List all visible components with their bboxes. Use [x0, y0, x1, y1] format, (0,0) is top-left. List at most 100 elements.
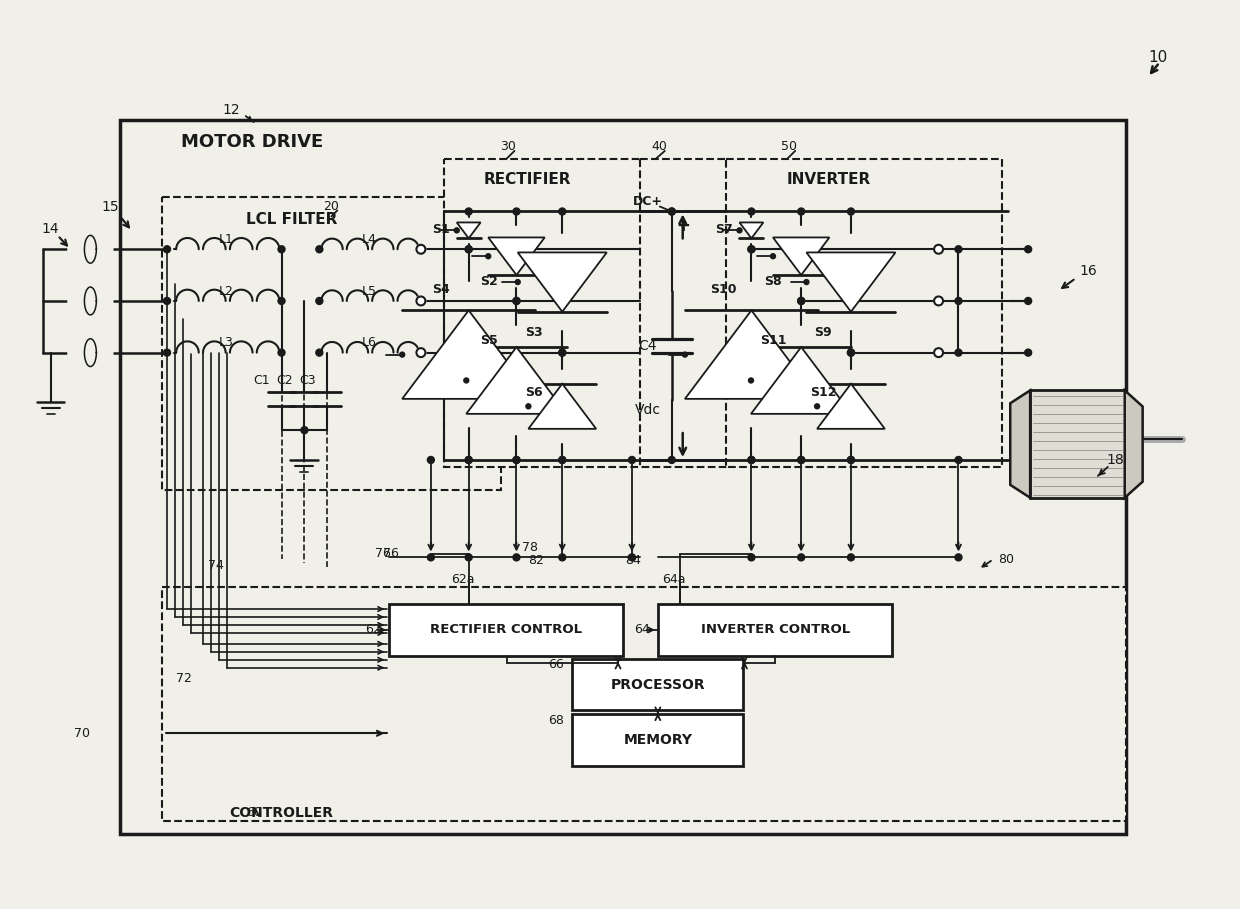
Text: MEMORY: MEMORY: [624, 734, 692, 747]
Text: S8: S8: [765, 275, 782, 287]
Circle shape: [316, 245, 322, 253]
Circle shape: [464, 378, 469, 383]
Text: 76: 76: [383, 547, 399, 560]
Text: 16: 16: [1079, 265, 1096, 278]
Text: INVERTER: INVERTER: [787, 172, 872, 187]
Text: MOTOR DRIVE: MOTOR DRIVE: [181, 133, 322, 151]
Bar: [162, 196, 501, 490]
Circle shape: [417, 245, 425, 254]
Circle shape: [629, 554, 635, 561]
Text: 76: 76: [376, 547, 391, 560]
Text: 66: 66: [548, 658, 564, 671]
Text: 84: 84: [625, 554, 641, 567]
Circle shape: [1024, 245, 1032, 253]
Circle shape: [417, 296, 425, 305]
Text: S3: S3: [526, 326, 543, 339]
Circle shape: [559, 349, 565, 356]
Circle shape: [513, 297, 520, 305]
Text: L4: L4: [362, 233, 377, 245]
Circle shape: [513, 456, 520, 464]
Bar: [444, 159, 641, 467]
Circle shape: [559, 208, 565, 215]
Circle shape: [955, 297, 962, 305]
Text: S11: S11: [760, 335, 786, 347]
Text: RECTIFIER CONTROL: RECTIFIER CONTROL: [430, 624, 583, 636]
Text: L2: L2: [218, 285, 233, 297]
Text: L5: L5: [362, 285, 377, 297]
Polygon shape: [684, 310, 818, 399]
Circle shape: [559, 554, 565, 561]
Circle shape: [278, 245, 285, 253]
Circle shape: [316, 349, 322, 356]
Circle shape: [815, 404, 820, 409]
Circle shape: [465, 245, 472, 253]
Text: +: +: [676, 217, 689, 235]
Circle shape: [797, 208, 805, 215]
Text: C1: C1: [253, 374, 270, 387]
Circle shape: [682, 352, 687, 357]
Polygon shape: [456, 223, 481, 238]
Text: 30: 30: [501, 140, 516, 154]
Bar: [640, 159, 728, 467]
Circle shape: [465, 245, 472, 253]
Polygon shape: [518, 253, 606, 312]
Text: S10: S10: [711, 283, 737, 295]
Circle shape: [629, 456, 635, 464]
Circle shape: [668, 456, 676, 464]
Text: C3: C3: [299, 374, 316, 387]
Polygon shape: [528, 384, 596, 429]
Circle shape: [68, 227, 113, 271]
Text: 18: 18: [1107, 453, 1125, 467]
Circle shape: [847, 456, 854, 464]
Circle shape: [749, 378, 754, 383]
Circle shape: [559, 349, 565, 356]
Text: S1: S1: [432, 223, 450, 235]
Text: CONTROLLER: CONTROLLER: [229, 805, 334, 820]
Circle shape: [934, 296, 944, 305]
Circle shape: [847, 456, 854, 464]
Polygon shape: [773, 237, 830, 275]
Circle shape: [737, 228, 742, 233]
Bar: [389, 604, 622, 655]
Circle shape: [526, 404, 531, 409]
Text: 14: 14: [42, 223, 60, 236]
Text: 40: 40: [651, 140, 667, 154]
Circle shape: [668, 208, 676, 215]
Circle shape: [301, 426, 308, 434]
Circle shape: [278, 349, 285, 356]
Circle shape: [797, 554, 805, 561]
Text: S6: S6: [526, 386, 543, 399]
Circle shape: [513, 456, 520, 464]
Circle shape: [955, 456, 962, 464]
Text: RECTIFIER: RECTIFIER: [484, 172, 572, 187]
Bar: [120, 120, 1126, 834]
Text: S12: S12: [810, 386, 836, 399]
Text: 15: 15: [102, 199, 119, 214]
Bar: [572, 659, 744, 711]
Circle shape: [847, 349, 854, 356]
Text: S9: S9: [815, 326, 832, 339]
Circle shape: [934, 245, 944, 254]
Text: 12: 12: [223, 103, 241, 117]
Circle shape: [934, 348, 944, 357]
Text: 68: 68: [548, 714, 564, 727]
Text: PROCESSOR: PROCESSOR: [610, 677, 706, 692]
Text: 62a: 62a: [451, 573, 475, 585]
Text: INVERTER CONTROL: INVERTER CONTROL: [701, 624, 849, 636]
Circle shape: [164, 297, 171, 305]
Polygon shape: [466, 347, 567, 414]
Polygon shape: [751, 347, 852, 414]
Circle shape: [516, 280, 521, 285]
Circle shape: [559, 456, 565, 464]
Text: 64: 64: [634, 624, 650, 636]
Circle shape: [847, 208, 854, 215]
Circle shape: [68, 331, 113, 375]
Circle shape: [955, 349, 962, 356]
Circle shape: [847, 554, 854, 561]
Circle shape: [748, 456, 755, 464]
Circle shape: [770, 254, 775, 259]
Circle shape: [399, 352, 404, 357]
Circle shape: [513, 554, 520, 561]
Bar: [1030, 390, 1125, 498]
Text: L3: L3: [218, 336, 233, 349]
